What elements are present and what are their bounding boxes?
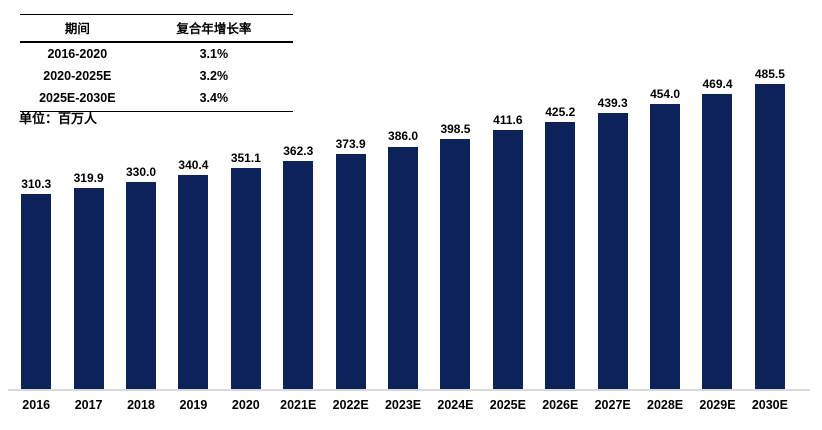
bar: [283, 161, 314, 389]
table-row: 2020-2025E 3.2%: [20, 65, 293, 87]
bar-value-label: 439.3: [597, 95, 628, 110]
bar: [597, 113, 628, 389]
bar: [21, 194, 52, 389]
bar: [754, 84, 785, 389]
bar-chart-plot-area: 310.3 319.9 330.0 340.4 351.1 362.3 373.9 386.0…: [10, 0, 796, 389]
bar-group: 425.2: [534, 104, 586, 389]
period-cell: 2020-2025E: [43, 69, 112, 83]
bar-group: 485.5: [744, 66, 796, 389]
bar: [388, 146, 419, 389]
bar-value-label: 485.5: [754, 66, 785, 81]
bar-value-label: 340.4: [178, 158, 209, 173]
bar-group: 330.0: [115, 164, 167, 389]
bar-value-label: 398.5: [440, 121, 471, 136]
bar-value-label: 425.2: [545, 104, 576, 119]
bar-group: 454.0: [639, 86, 691, 389]
x-axis-label: 2025E: [489, 398, 526, 412]
bar: [440, 138, 471, 389]
x-axis-label: 2021E: [280, 398, 317, 412]
bar-value-label: 362.3: [283, 144, 314, 159]
bar: [178, 175, 209, 389]
x-axis-label: 2018: [127, 398, 155, 412]
bar-value-label: 411.6: [493, 113, 523, 128]
bar: [492, 130, 523, 389]
cagr-table-header-row: 期间 复合年增长率: [20, 14, 293, 43]
bar: [545, 121, 576, 389]
bar-group: 439.3: [586, 95, 638, 389]
x-axis-label: 2019: [179, 398, 208, 412]
cagr-cell: 3.2%: [199, 69, 229, 83]
bar-value-label: 351.1: [230, 151, 261, 166]
unit-label: 单位：百万人: [19, 111, 98, 126]
x-axis-label: 2024E: [437, 398, 474, 412]
cagr-table: 期间 复合年增长率 2016-2020 3.1% 2020-2025E 3.2%…: [20, 14, 293, 112]
bar-group: 319.9: [62, 170, 114, 389]
table-row: 2025E-2030E 3.4%: [20, 87, 293, 112]
bar: [650, 103, 681, 389]
period-cell: 2016-2020: [47, 47, 108, 61]
x-axis-label: 2027E: [594, 398, 631, 412]
bar-group: 411.6: [482, 114, 534, 389]
cagr-table-header-period: 期间: [20, 14, 135, 43]
bar-value-label: 310.3: [21, 176, 52, 191]
bar: [702, 94, 733, 389]
x-axis-label: 2029E: [699, 398, 736, 412]
bar-group: 340.4: [167, 158, 219, 389]
bar-group: 398.5: [429, 121, 481, 389]
table-row: 2016-2020 3.1%: [20, 42, 293, 65]
x-axis-label: 2030E: [751, 398, 788, 412]
x-axis-label: 2026E: [542, 398, 579, 412]
x-axis-label: 2017: [74, 398, 103, 412]
bar-value-label: 386.0: [388, 129, 419, 144]
bar-group: 373.9: [324, 136, 376, 389]
x-axis-label: 2020: [231, 398, 260, 412]
bar-value-label: 330.0: [126, 164, 157, 179]
bar: [73, 188, 104, 389]
bar-value-label: 454.0: [650, 86, 681, 101]
bar-value-label: 469.4: [702, 76, 733, 91]
bar: [335, 154, 366, 389]
bar-value-label: 373.9: [335, 136, 366, 151]
x-axis-line: [8, 389, 810, 391]
period-cell: 2025E-2030E: [20, 87, 135, 112]
bar-group: 310.3: [10, 176, 62, 389]
cagr-cell: 3.1%: [199, 47, 229, 61]
bar-group: 351.1: [220, 152, 272, 389]
bar-value-label: 319.9: [73, 170, 104, 185]
cagr-table-header-cagr: 复合年增长率: [134, 14, 293, 43]
bar: [126, 181, 157, 389]
cagr-cell: 3.4%: [134, 87, 293, 112]
bar: [230, 168, 261, 389]
x-axis-labels: 2016 2017 2018 2019 2020 2021E 2022E 2023E 2024E…: [10, 398, 796, 412]
bar-group: 386.0: [377, 130, 429, 389]
bar-group: 362.3: [272, 145, 324, 389]
x-axis-label: 2028E: [647, 398, 684, 412]
x-axis-label: 2022E: [332, 398, 369, 412]
bar-group: 469.4: [691, 76, 743, 389]
x-axis-label: 2023E: [384, 398, 422, 412]
x-axis-label: 2016: [22, 398, 51, 412]
